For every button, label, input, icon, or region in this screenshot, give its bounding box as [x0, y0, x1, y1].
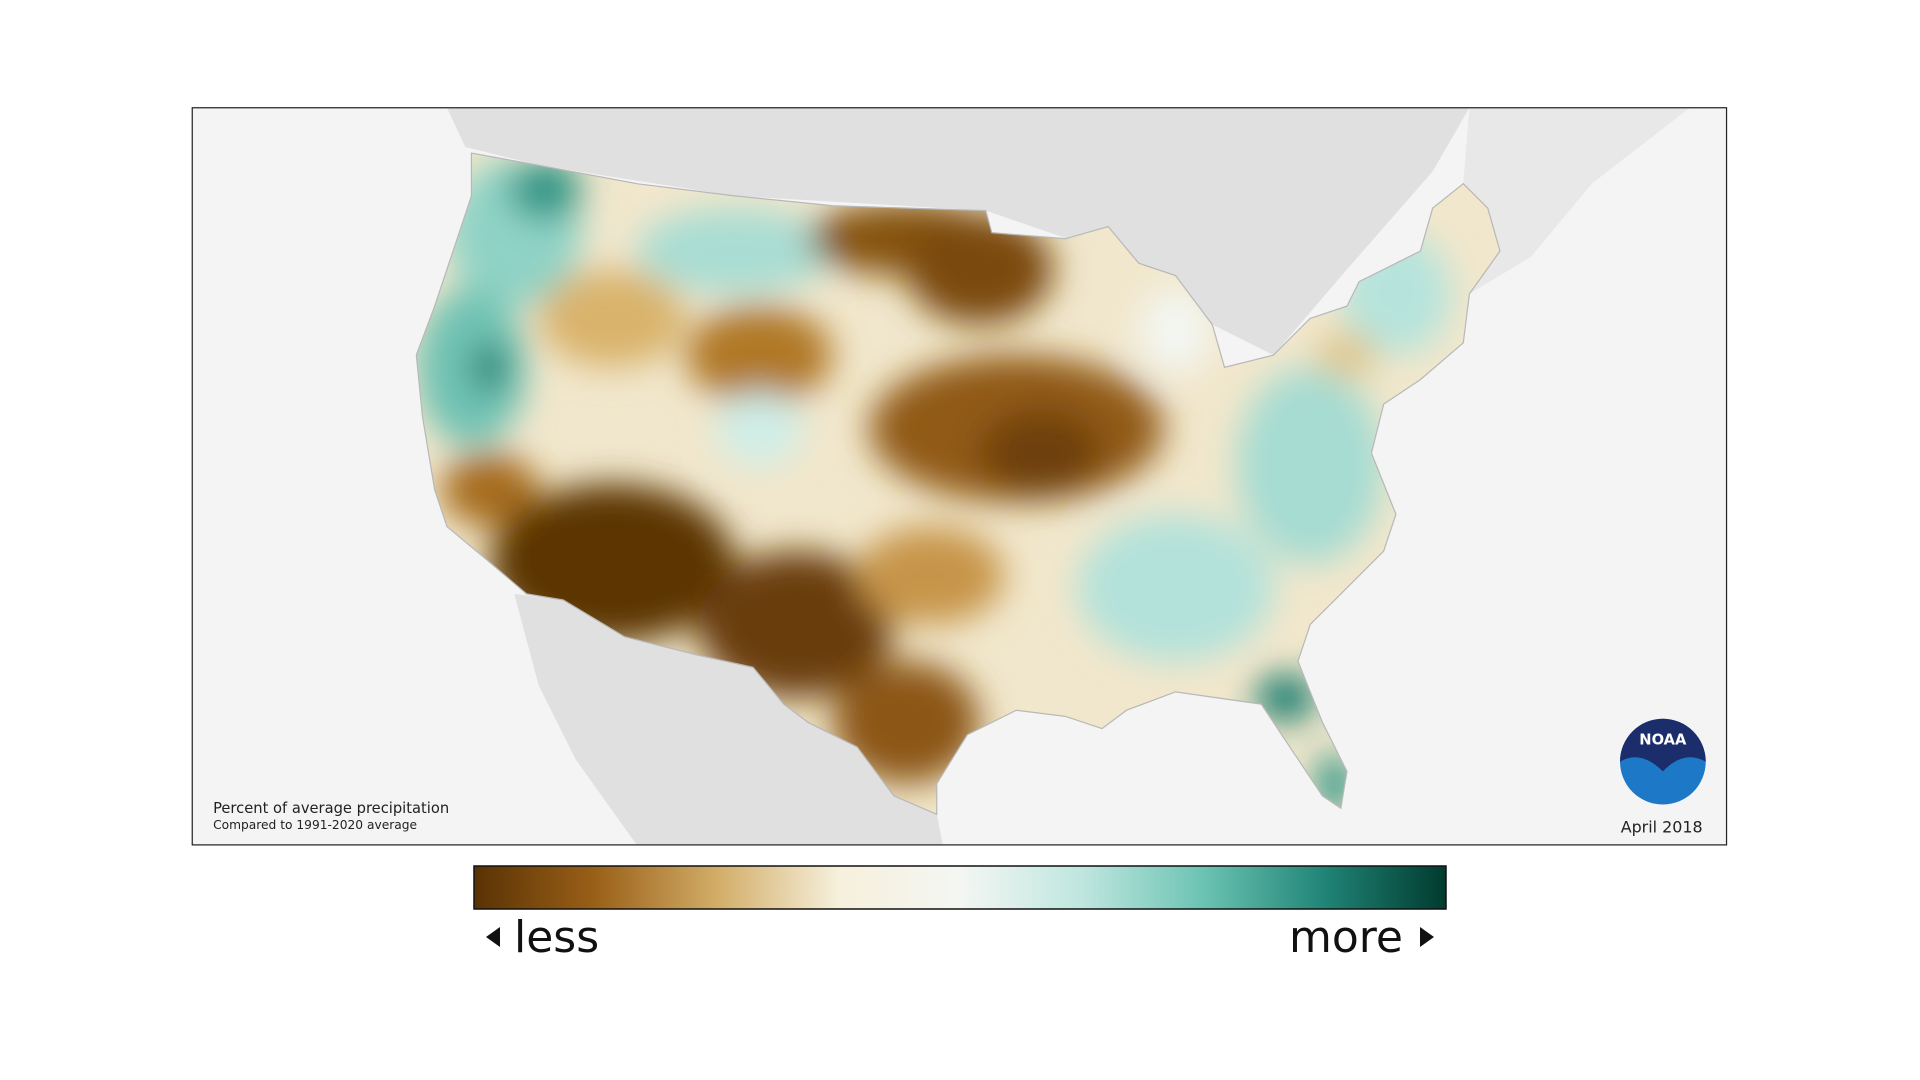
neighbors [446, 107, 1690, 845]
logo-text: NOAA [1639, 731, 1687, 748]
legend-less: less [514, 912, 599, 963]
note: Percent of average precipitation [213, 800, 449, 817]
legend-bar [473, 865, 1447, 910]
legend-more: more [1289, 912, 1403, 963]
baseline: Compared to 1991-2020 average [213, 818, 417, 832]
map: Percent of average precipitation Compare… [191, 107, 1728, 846]
period: April 2018 [1621, 818, 1703, 837]
noaa-logo: NOAA [1620, 718, 1706, 805]
less-arrow [486, 927, 500, 947]
more-arrow [1420, 927, 1434, 947]
map-frame [191, 107, 1728, 846]
